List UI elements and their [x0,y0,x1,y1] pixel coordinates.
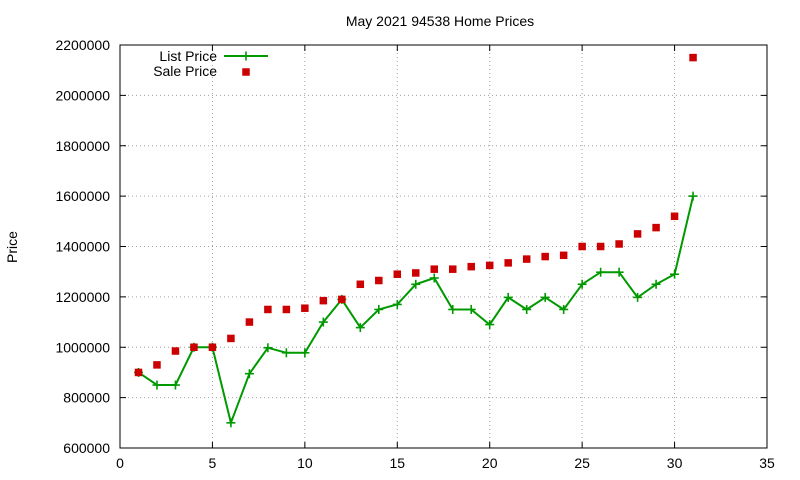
list-price-point [596,267,606,277]
list-price-point [226,418,236,428]
y-tick-label: 800000 [63,390,110,406]
x-tick-label: 20 [482,455,498,471]
sale-price-point [301,304,309,312]
series-layer [133,53,698,428]
y-axis-label: Price [4,231,20,263]
sale-price-point [153,361,161,369]
x-tick-label: 5 [209,455,217,471]
list-price-point [651,279,661,289]
sale-price-point [485,261,494,270]
axis-ticks: 0 5 10 15 20 25 30 35 600000 800000 1000000 1200000… [55,37,775,471]
x-tick-label: 35 [759,455,775,471]
list-price-point [318,317,328,327]
list-price-point [670,269,680,279]
list-price-point [429,273,439,283]
list-price-point [485,320,495,330]
sale-price-point [541,252,549,261]
sale-price-point [227,334,235,343]
list-price-point [374,304,384,314]
legend-sample-sale-price [242,68,250,76]
sale-price-point [338,295,346,304]
legend-label-sale-price: Sale Price [153,63,217,79]
sale-price-point [504,259,512,267]
y-tick-label: 600000 [63,440,110,456]
legend-label-list-price: List Price [159,48,217,64]
x-tick-label: 0 [116,455,124,471]
x-tick-label: 15 [389,455,405,471]
list-price-point [466,304,476,314]
y-tick-label: 1200000 [55,289,110,305]
list-price-point [244,369,254,379]
list-price-point [170,380,180,390]
list-price-point [263,343,273,353]
sale-price-point [356,280,365,289]
y-tick-label: 2200000 [55,37,110,53]
sale-price-point [171,347,180,355]
sale-price-point [448,265,457,273]
list-price-point [633,292,643,302]
list-price-point [355,323,365,333]
y-tick-label: 1000000 [55,339,110,355]
sale-price-point [319,296,328,305]
list-price-point [559,304,569,314]
sale-price-point [208,343,217,351]
sale-price-point [467,262,475,271]
list-price-point [540,292,550,302]
legend-sample-list-price [224,51,268,61]
list-price-point [392,299,402,309]
sale-price-point [245,318,254,326]
sale-price-point [430,265,439,273]
list-price-point [300,348,310,358]
sale-price-point [689,53,697,62]
y-tick-label: 1800000 [55,138,110,154]
sale-price-point [522,255,531,263]
y-tick-label: 1400000 [55,239,110,255]
sale-price-point [134,368,143,377]
list-price-point [448,304,458,314]
sale-price-point [652,223,660,232]
sale-price-point [375,276,383,285]
sale-price-point [596,242,605,251]
sale-price-point [615,240,623,248]
list-price-point [577,279,587,289]
list-price-point [281,348,291,358]
sale-price-point [670,212,679,221]
y-tick-label: 1600000 [55,188,110,204]
list-price-point [614,267,624,277]
sale-price-point [282,305,291,314]
list-price-point [503,292,513,302]
legend: List Price Sale Price [153,48,268,79]
x-tick-label: 10 [297,455,313,471]
sale-price-point [264,305,272,314]
list-price-point [411,279,421,289]
grid [120,45,767,448]
sale-price-point [633,230,642,238]
x-tick-label: 30 [667,455,683,471]
legend-square-marker [242,68,250,76]
list-price-point [152,380,162,390]
sale-price-point [393,270,402,278]
x-tick-label: 25 [574,455,590,471]
list-price-line [137,195,695,427]
sale-price-point [559,251,568,260]
list-price-point [688,191,698,201]
sale-price-point [578,242,586,251]
sale-price-point [412,269,420,277]
y-tick-label: 2000000 [55,87,110,103]
sale-price-point [190,343,198,351]
list-price-point [522,304,532,314]
plot-area-border [119,44,768,449]
chart-title: May 2021 94538 Home Prices [346,13,534,29]
legend-plus-marker [241,51,251,61]
